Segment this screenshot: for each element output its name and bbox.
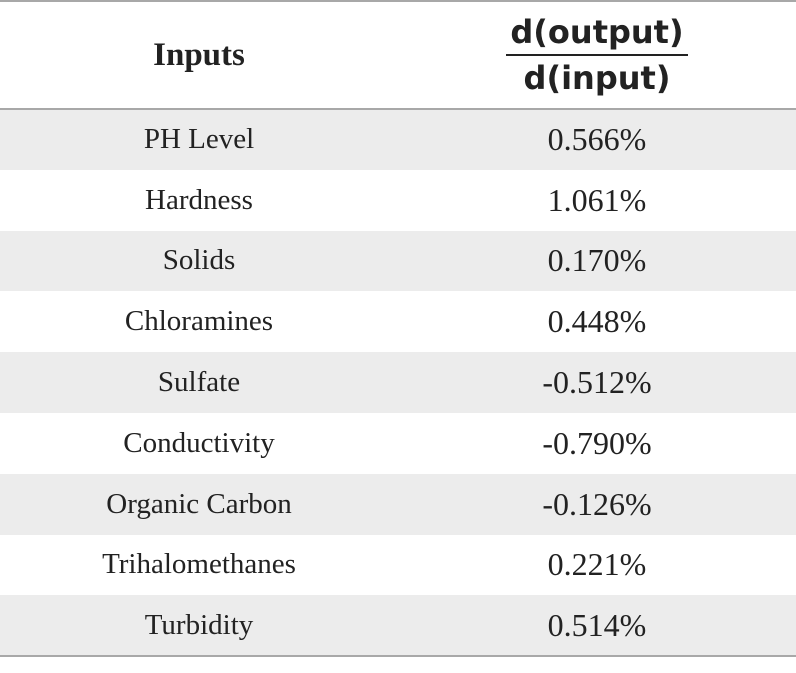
derivative-value-cell: 1.061%	[547, 181, 647, 218]
table-body: PH Level 0.566% Hardness 1.061% Solids 0…	[0, 109, 796, 658]
fraction-denominator: d(input)	[523, 59, 671, 97]
derivative-fraction: d(output) d(input)	[506, 13, 688, 97]
table-row: Conductivity -0.790%	[0, 412, 796, 474]
input-name-cell: PH Level	[143, 123, 255, 156]
input-name-cell: Organic Carbon	[106, 487, 292, 520]
derivative-value-cell: -0.790%	[542, 424, 652, 461]
input-name-cell: Solids	[162, 244, 236, 277]
table-row: Organic Carbon -0.126%	[0, 473, 796, 535]
derivative-value-cell: 0.514%	[398, 595, 796, 658]
derivative-column-header: d(output) d(input)	[398, 0, 796, 110]
table-header: Inputs d(output) d(input)	[0, 0, 796, 110]
input-name-cell: Chloramines	[124, 305, 274, 338]
inputs-column-header: Inputs	[0, 0, 398, 110]
input-name-cell: Trihalomethanes	[102, 548, 296, 581]
sensitivity-table: Inputs d(output) d(input) PH Level 0.566…	[0, 0, 796, 658]
table-row: Solids 0.170%	[0, 230, 796, 292]
derivative-value-cell: 0.448%	[547, 303, 647, 340]
fraction-numerator: d(output)	[510, 13, 684, 51]
derivative-value-cell: -0.126%	[542, 485, 652, 522]
table-row: Sulfate -0.512%	[0, 352, 796, 413]
table-row: Hardness 1.061%	[0, 169, 796, 231]
sensitivity-table-container: Inputs d(output) d(input) PH Level 0.566…	[0, 0, 796, 658]
table-row: Turbidity 0.514%	[0, 595, 796, 658]
derivative-value-cell: 0.170%	[547, 242, 647, 279]
fraction-bar	[506, 54, 688, 56]
table-row: Chloramines 0.448%	[0, 291, 796, 353]
input-name-cell: Hardness	[145, 183, 253, 216]
input-name-cell: Conductivity	[123, 426, 275, 459]
table-row: Trihalomethanes 0.221%	[0, 534, 796, 596]
derivative-value-cell: 0.221%	[547, 546, 647, 583]
input-name-cell: Sulfate	[157, 366, 241, 399]
derivative-value-cell: -0.512%	[542, 364, 652, 401]
table-row: PH Level 0.566%	[0, 109, 796, 170]
derivative-value-cell: 0.566%	[547, 121, 647, 158]
header-row: Inputs d(output) d(input)	[0, 0, 796, 110]
input-name-cell: Turbidity	[0, 595, 398, 658]
